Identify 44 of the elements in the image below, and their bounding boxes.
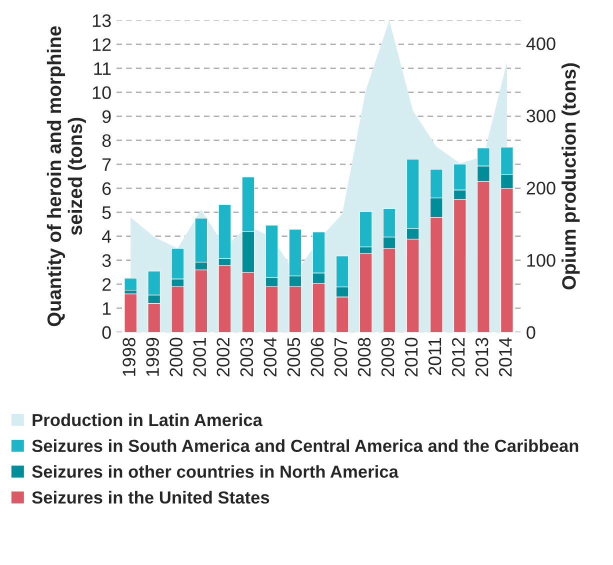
y-tick-label: 11 (94, 62, 111, 75)
x-tick-label: 2003 (240, 338, 254, 376)
y-axis-title: Quantity of heroin and morphine seized (tons) (46, 26, 86, 326)
y-tick-label: 0 (102, 326, 111, 339)
x-tick-label: 2005 (287, 338, 300, 376)
y2-tick-label: 300 (526, 110, 556, 122)
x-tick-label: 2008 (358, 338, 371, 376)
x-tick-label: 2014 (499, 338, 512, 376)
x-tick-label: 2012 (452, 338, 465, 376)
x-tick-label: 2004 (264, 338, 277, 376)
y2-tick-label: 0 (526, 326, 536, 339)
y2-axis-title: Opium production (tons) (562, 63, 580, 290)
y-tick-label: 3 (102, 254, 111, 267)
y-tick-label: 5 (102, 206, 111, 219)
y2-tick-label: 200 (526, 182, 556, 195)
x-tick-label: 1999 (146, 338, 159, 376)
x-tick-label: 2009 (381, 338, 394, 376)
x-tick-label: 2013 (475, 338, 488, 376)
x-tick-label: 2007 (334, 338, 348, 376)
legend-label: Production in Latin America (32, 413, 263, 426)
y-tick-label: 9 (102, 110, 111, 124)
y-tick-label: 8 (102, 134, 111, 148)
y-tick-label: 1 (102, 302, 111, 315)
bar (124, 294, 137, 332)
y-tick-label: 12 (92, 38, 111, 51)
x-tick-label: 2000 (170, 338, 182, 376)
y-tick-label: 2 (102, 278, 111, 291)
y-tick-label: 10 (92, 86, 111, 100)
y-tick-label: 7 (102, 158, 111, 171)
legend-label: Seizures in other countries in North America (32, 465, 399, 478)
y-tick-label: 6 (102, 182, 111, 195)
legend-label: Seizures in the United States (32, 490, 270, 504)
y2-tick-label: 100 (527, 254, 556, 267)
legend-label: Seizures in South America and Central America and the Caribbean (32, 439, 578, 452)
bar (124, 278, 137, 291)
x-tick-label: 2002 (216, 338, 230, 376)
y-tick-label: 13 (92, 14, 111, 28)
x-tick-label: 2006 (310, 338, 324, 376)
y2-tick-label: 400 (526, 37, 556, 50)
y-tick-label: 4 (102, 230, 112, 243)
x-tick-label: 2011 (428, 338, 442, 376)
x-tick-label: 2010 (404, 338, 418, 376)
x-tick-label: 2001 (193, 338, 206, 376)
x-tick-label: 1998 (122, 338, 136, 376)
